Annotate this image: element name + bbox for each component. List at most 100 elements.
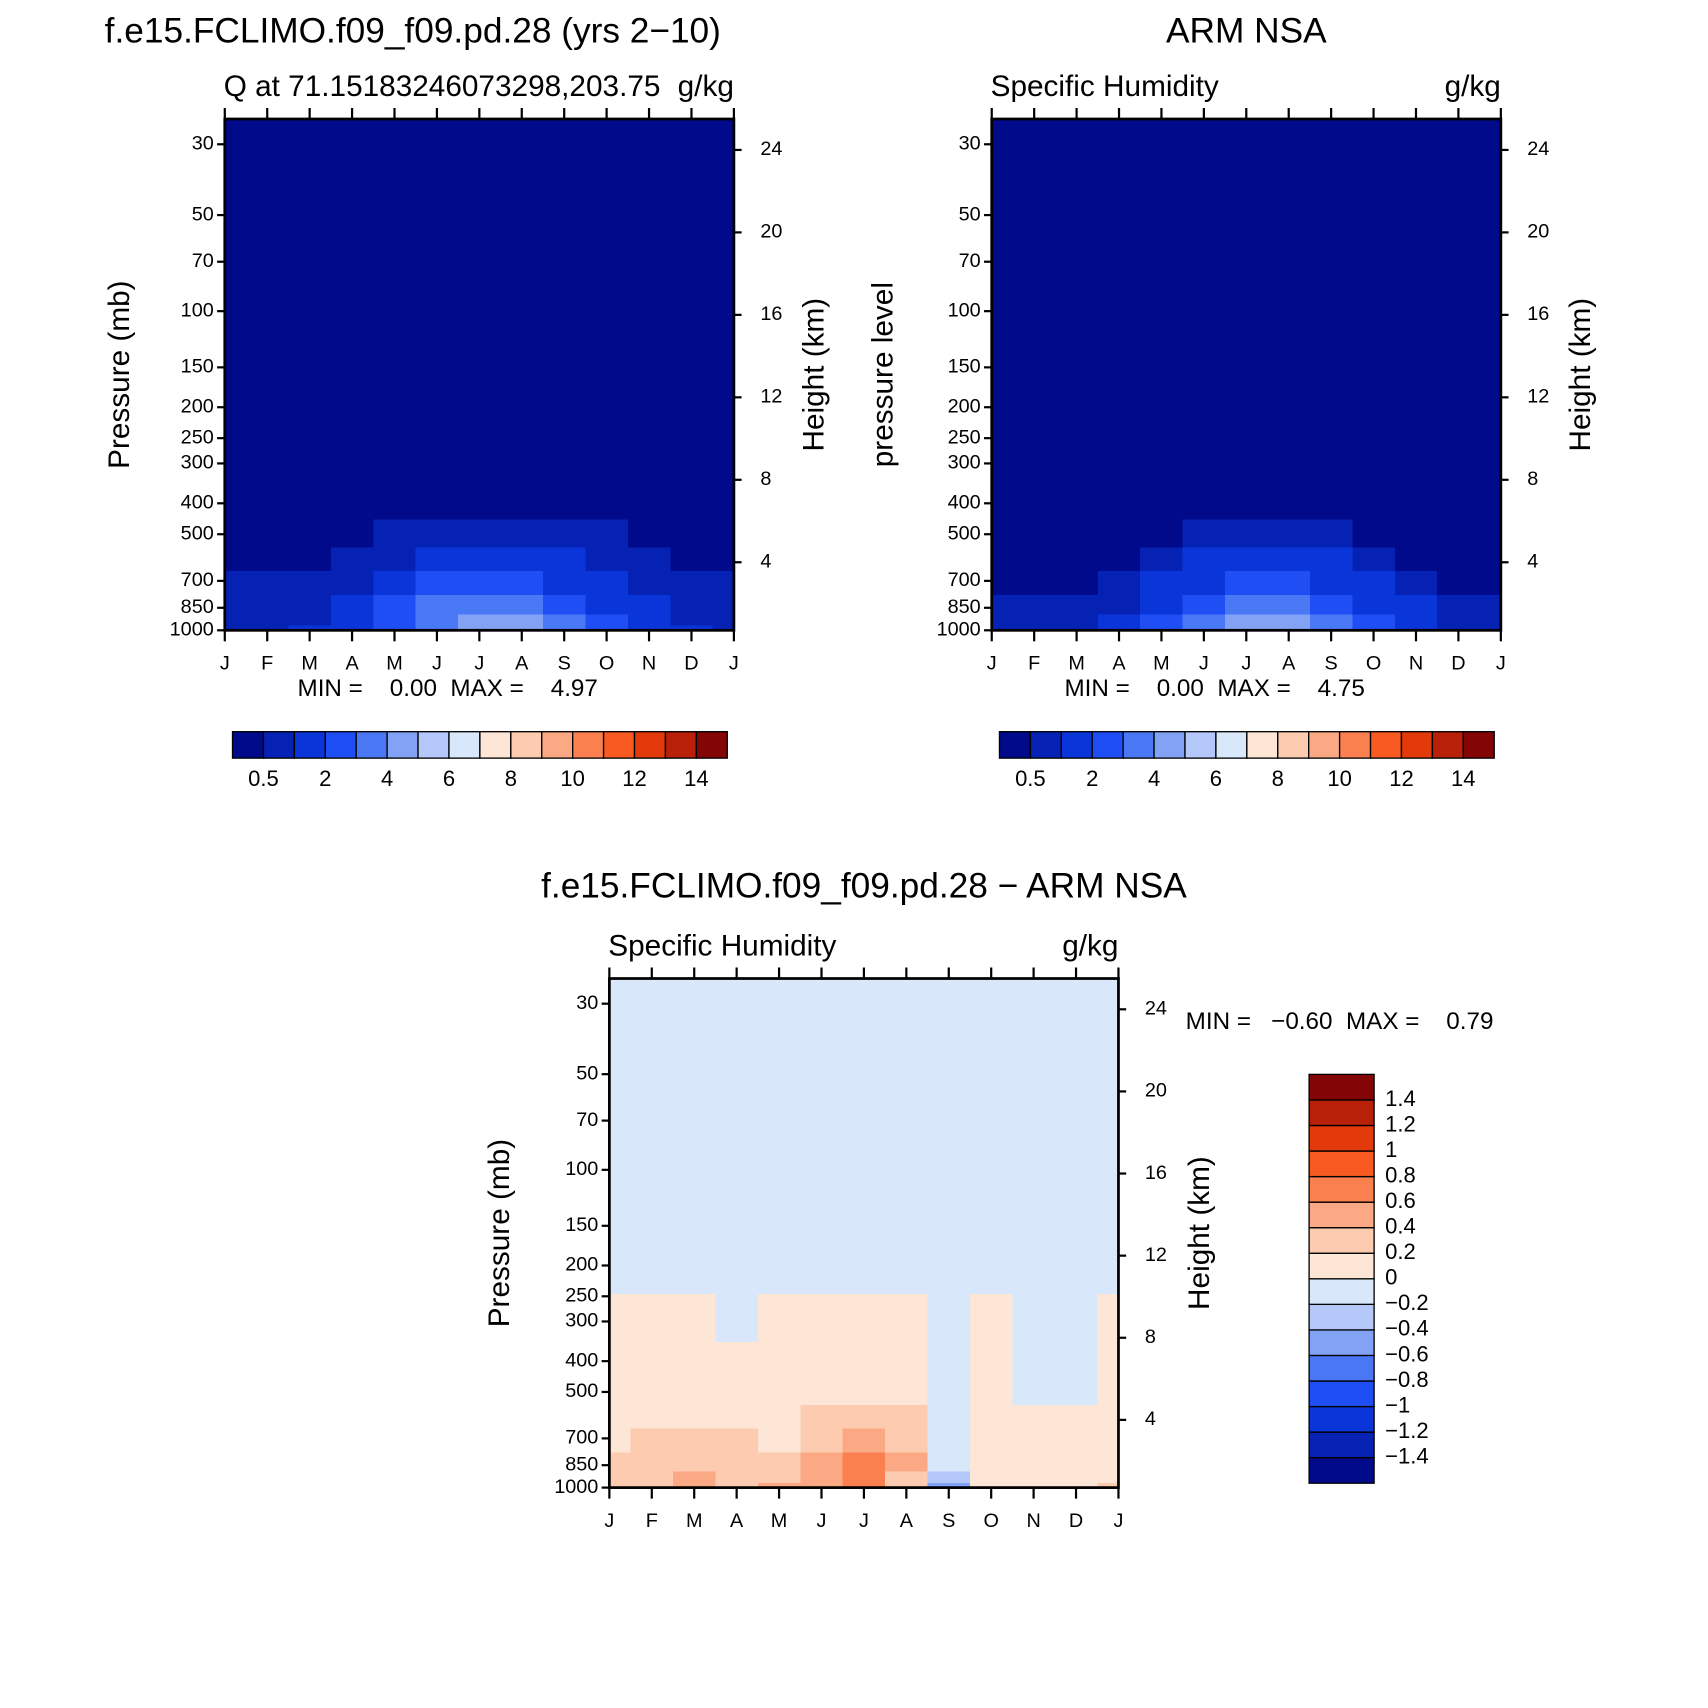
contour-cell bbox=[927, 1471, 971, 1483]
contour-cell bbox=[800, 1122, 844, 1219]
colorbar-box bbox=[695, 731, 728, 759]
contour-cell bbox=[1437, 613, 1481, 626]
y-tick-label: 400 bbox=[565, 1349, 598, 1371]
contour-cell bbox=[1055, 594, 1099, 615]
contour-cell bbox=[1097, 624, 1141, 631]
contour-cell bbox=[757, 1217, 801, 1295]
contour-cell bbox=[542, 518, 587, 548]
contour-cell bbox=[1352, 570, 1396, 595]
contour-cell bbox=[1352, 359, 1396, 436]
contour-cell bbox=[542, 594, 587, 615]
contour-cell bbox=[500, 167, 544, 264]
contour-cell bbox=[288, 613, 332, 626]
contour-cell bbox=[630, 1341, 674, 1378]
x-tick-label: J bbox=[1496, 653, 1506, 675]
contour-cell bbox=[373, 518, 417, 548]
contour-cell bbox=[927, 1451, 971, 1472]
contour-cell bbox=[673, 1293, 717, 1342]
contour-cell bbox=[1437, 624, 1481, 631]
colorbar-box bbox=[1215, 731, 1248, 759]
contour-cell bbox=[609, 1427, 632, 1453]
contour-cell bbox=[1012, 435, 1057, 485]
y-tick-label: 1000 bbox=[554, 1476, 598, 1498]
contour-cell bbox=[1437, 518, 1481, 548]
contour-cell bbox=[757, 1122, 801, 1219]
contour-cell bbox=[969, 1341, 1014, 1378]
contour-cell bbox=[1012, 263, 1057, 360]
contour-cell bbox=[1352, 263, 1396, 360]
contour-cell bbox=[373, 613, 417, 626]
y2-tick-label: 16 bbox=[1145, 1162, 1167, 1184]
x-tick-label: F bbox=[261, 653, 273, 675]
contour-cell bbox=[1225, 518, 1269, 548]
contour-cell bbox=[712, 546, 735, 571]
contour-cell bbox=[991, 359, 1014, 436]
contour-cell bbox=[670, 435, 714, 485]
contour-cell bbox=[1267, 570, 1311, 595]
contour-cell bbox=[330, 483, 374, 520]
y-tick-label: 150 bbox=[181, 356, 214, 378]
contour-cell bbox=[969, 1451, 1014, 1472]
contour-cell bbox=[715, 1482, 759, 1489]
contour-cell bbox=[1182, 546, 1226, 571]
y-tick-label: 250 bbox=[948, 426, 981, 448]
contour-cell bbox=[991, 263, 1014, 360]
contour-cell bbox=[542, 263, 587, 360]
x-tick-label: D bbox=[684, 653, 698, 675]
colorbar-label: 10 bbox=[1327, 766, 1352, 791]
x-tick-label: J bbox=[1241, 653, 1251, 675]
y2-tick-label: 4 bbox=[760, 551, 771, 573]
colorbar-box bbox=[1308, 1150, 1375, 1178]
contour-cell bbox=[842, 1341, 886, 1378]
min-max: MIN = 0.00 MAX = 4.75 bbox=[1064, 675, 1364, 702]
contour-cell bbox=[1225, 435, 1269, 485]
y-tick-label: 400 bbox=[181, 492, 214, 514]
contour-cell bbox=[1352, 546, 1396, 571]
contour-cell bbox=[458, 594, 502, 615]
contour-cell bbox=[627, 263, 671, 360]
colorbar-box bbox=[1122, 731, 1155, 759]
min-max: MIN = 0.00 MAX = 4.97 bbox=[298, 675, 598, 702]
contour-cell bbox=[458, 435, 502, 485]
y-tick-label: 700 bbox=[565, 1427, 598, 1449]
y-tick-label: 200 bbox=[181, 395, 214, 417]
y-tick-label: 500 bbox=[181, 522, 214, 544]
contour-cell bbox=[969, 1482, 1014, 1489]
contour-cell bbox=[927, 1376, 971, 1406]
contour-cell bbox=[585, 435, 629, 485]
contour-cell bbox=[673, 1217, 717, 1295]
y-tick-label: 1000 bbox=[170, 619, 214, 641]
contour-cell bbox=[585, 624, 629, 631]
contour-cell bbox=[224, 435, 247, 485]
y-tick-label: 30 bbox=[576, 992, 598, 1014]
contour-cell bbox=[1182, 359, 1226, 436]
contour-cell bbox=[458, 167, 502, 264]
contour-cell bbox=[1394, 613, 1438, 626]
contour-cell bbox=[1054, 1427, 1098, 1453]
y-tick-label: 400 bbox=[948, 492, 981, 514]
contour-cell bbox=[1394, 119, 1438, 168]
contour-cell bbox=[1097, 167, 1141, 264]
x-tick-label: J bbox=[220, 653, 230, 675]
x-tick-label: J bbox=[1114, 1510, 1124, 1532]
contour-cell bbox=[842, 1471, 886, 1483]
y-tick-label: 500 bbox=[565, 1380, 598, 1402]
contour-cell bbox=[458, 624, 502, 631]
x-tick-label: M bbox=[1068, 653, 1085, 675]
x-tick-label: A bbox=[345, 653, 359, 675]
y-axis-label: Pressure (mb) bbox=[483, 1139, 516, 1327]
y2-tick-label: 4 bbox=[1527, 551, 1538, 573]
contour-cell bbox=[627, 435, 671, 485]
colorbar-label: 8 bbox=[1272, 766, 1284, 791]
x-tick-label: N bbox=[642, 653, 656, 675]
x-tick-label: A bbox=[515, 653, 529, 675]
contour-cell bbox=[630, 1471, 674, 1483]
contour-cell bbox=[373, 594, 417, 615]
contour-cell bbox=[585, 546, 629, 571]
contour-cell bbox=[1140, 359, 1184, 436]
colorbar-label: −1 bbox=[1385, 1392, 1410, 1417]
colorbar-box bbox=[1308, 1252, 1375, 1280]
contour-cell bbox=[630, 1217, 674, 1295]
contour-cell bbox=[1352, 594, 1396, 615]
contour-cell bbox=[609, 978, 632, 1028]
